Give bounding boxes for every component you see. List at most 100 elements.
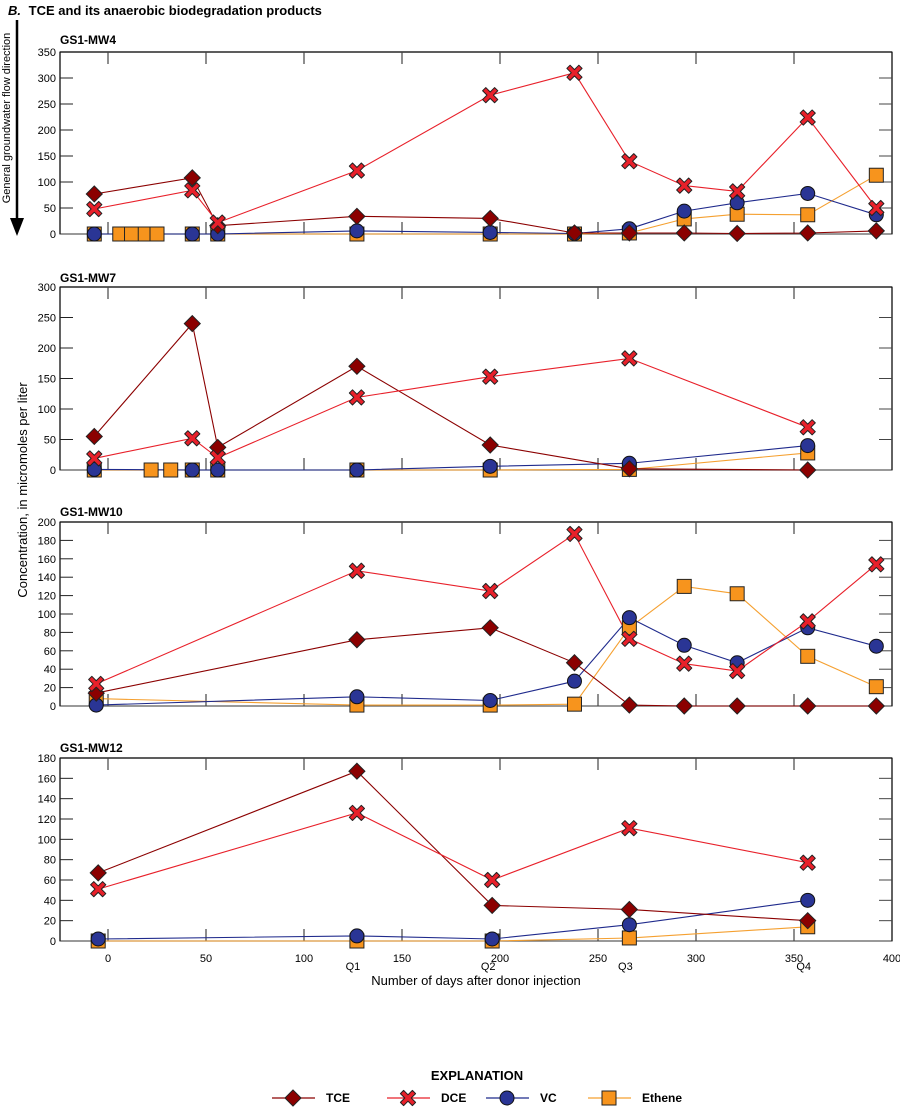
data-point-tce [728,697,746,715]
y-tick-label: 100 [38,834,56,846]
x-tick-label: 250 [589,953,607,965]
legend-marker-x-icon [399,1089,417,1107]
data-point-vc [349,928,365,944]
legend-item-dce: DCE [387,1089,466,1107]
data-point-dce [621,820,638,837]
data-point-dce [621,350,638,367]
figure-title-text: TCE and its anaerobic biodegradation pro… [29,3,322,18]
flow-arrow-head-icon [10,218,24,236]
series-markers-tce [85,314,817,479]
panel-title: GS1-MW12 [60,741,123,755]
panel-title: GS1-MW4 [60,33,116,47]
quarter-label: Q1 [346,961,361,973]
data-point-ethene [868,679,884,695]
x-tick-label: 0 [105,953,111,965]
data-point-dce [88,675,105,693]
y-tick-label: 150 [38,374,56,386]
x-tick-label: 150 [393,953,411,965]
figure-title: B. TCE and its anaerobic biodegradation … [8,3,322,18]
y-tick-label: 0 [50,465,56,477]
y-tick-label: 100 [38,177,56,189]
series-markers-vc [86,438,816,478]
y-tick-label: 20 [44,683,56,695]
data-point-dce [348,562,366,579]
y-tick-label: 0 [50,229,56,241]
data-point-vc [349,462,365,478]
x-tick-label: 400 [883,953,900,965]
data-point-tce [348,631,366,649]
series-markers-dce [88,525,885,693]
data-point-vc [482,692,498,708]
y-tick-label: 60 [44,646,56,658]
data-point-vc [729,195,745,211]
quarter-label: Q4 [796,961,811,973]
data-point-ethene [800,648,816,664]
y-tick-label: 60 [44,875,56,887]
legend-item-tce: TCE [272,1089,350,1107]
data-point-tce [620,696,639,714]
data-point-dce [868,199,885,217]
data-point-vc [621,610,637,626]
data-point-tce [183,314,201,333]
series-line-vc [94,445,808,471]
data-point-ethene [566,696,582,712]
data-point-vc [676,203,692,219]
series-markers-dce [90,804,816,898]
data-point-tce [481,436,499,454]
data-point-tce [620,224,639,242]
data-point-vc [184,462,200,478]
x-axis-ticks: 0 50 100 150 200 250 300 350 400 [105,953,900,965]
series-line-tce [97,770,808,922]
y-tick-label: 40 [44,895,56,907]
y-axis-label: Concentration, in micromoles per liter [15,382,30,598]
series-line-dce [98,812,808,890]
data-point-tce [799,224,817,242]
data-point-tce [620,460,639,478]
series-markers-vc [90,892,816,947]
y-tick-label: 250 [38,313,56,325]
data-point-dce [729,662,746,680]
data-point-dce [729,183,746,200]
y-tick-label: 300 [38,282,56,294]
x-tick-label: 300 [687,953,705,965]
plot-frame [59,757,893,942]
data-point-ethene [149,226,165,242]
y-tick-label: 120 [38,814,56,826]
data-point-tce [799,911,817,930]
legend-item-ethene: Ethene [588,1090,682,1106]
y-tick-label: 200 [38,343,56,355]
series-markers-dce [86,350,816,467]
y-tick-label: 250 [38,99,56,111]
y-tick-label: 180 [38,753,56,765]
y-tick-label: 100 [38,609,56,621]
data-point-dce [482,582,499,600]
data-point-tce [675,697,693,715]
data-point-tce [85,185,103,203]
y-tick-label: 200 [38,125,56,137]
data-point-tce [483,896,501,915]
data-point-tce [89,864,107,882]
data-point-dce [566,525,583,543]
data-point-tce [867,222,886,240]
series-line-tce [93,322,808,471]
legend-marker-square-icon [601,1090,617,1106]
legend: EXPLANATION TCE DCE VC Ethene [272,1068,682,1107]
y-tick-label: 50 [44,435,56,447]
data-point-ethene [163,462,179,478]
legend-label: DCE [441,1091,466,1105]
panel-gs1-mw10: GS1-MW10 0 20 40 60 80 100 120 140 160 180 200 [38,505,893,715]
data-point-dce [348,804,366,821]
data-point-dce [799,613,816,630]
panel-gs1-mw7: GS1-MW7 0 50 100 150 200 250 300 [38,271,893,479]
data-point-ethene [621,930,637,946]
data-point-tce [481,619,499,637]
data-point-tce [565,224,584,242]
y-tick-label: 50 [44,203,56,215]
data-point-tce [620,900,639,919]
data-point-vc [676,637,692,653]
data-point-vc [482,458,498,474]
quarter-label: Q3 [618,961,633,973]
data-point-ethene [676,578,692,594]
data-point-vc [800,892,816,908]
